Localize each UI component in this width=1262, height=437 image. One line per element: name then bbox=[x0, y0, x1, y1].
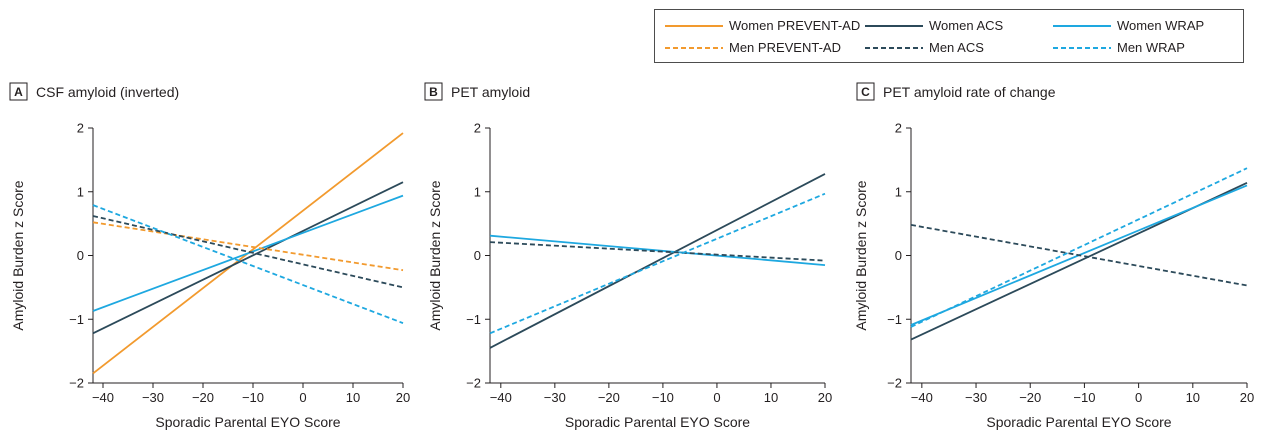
y-tick-label: 0 bbox=[895, 248, 902, 263]
legend-label: Men PREVENT-AD bbox=[729, 40, 841, 55]
x-tick-label: 10 bbox=[764, 390, 778, 405]
x-tick-label: −40 bbox=[911, 390, 933, 405]
legend-label: Women ACS bbox=[929, 18, 1004, 33]
x-tick-label: 20 bbox=[396, 390, 410, 405]
y-tick-label: −2 bbox=[69, 376, 84, 391]
panel-letter-box bbox=[856, 82, 875, 101]
x-tick-label: −10 bbox=[652, 390, 674, 405]
series-line-men-acs bbox=[92, 215, 404, 289]
legend-swatch bbox=[665, 47, 723, 49]
series-line-men-prevent-ad bbox=[92, 221, 404, 272]
x-tick-label: −30 bbox=[544, 390, 566, 405]
series-line-women-acs bbox=[92, 181, 404, 335]
x-tick-label: −20 bbox=[192, 390, 214, 405]
x-tick-label: 0 bbox=[299, 390, 306, 405]
y-tick-label: 1 bbox=[895, 184, 902, 199]
legend-swatch bbox=[1053, 25, 1111, 27]
y-tick-label: −2 bbox=[466, 376, 481, 391]
y-tick-label: −1 bbox=[887, 312, 902, 327]
panel-letter-box bbox=[424, 82, 443, 101]
x-tick-label: −30 bbox=[965, 390, 987, 405]
legend-swatch bbox=[865, 47, 923, 49]
y-tick-label: 0 bbox=[474, 248, 481, 263]
y-tick-label: −2 bbox=[887, 376, 902, 391]
series-line-men-wrap bbox=[910, 167, 1248, 328]
legend-swatch bbox=[665, 25, 723, 27]
y-axis-title: Amyloid Burden z Score bbox=[427, 180, 443, 330]
x-tick-label: −20 bbox=[598, 390, 620, 405]
y-tick-label: 2 bbox=[895, 121, 902, 136]
series-line-women-wrap bbox=[92, 194, 404, 312]
x-tick-label: 20 bbox=[1240, 390, 1254, 405]
y-tick-label: 1 bbox=[474, 184, 481, 199]
legend-label: Women WRAP bbox=[1117, 18, 1205, 33]
y-axis-title: Amyloid Burden z Score bbox=[10, 180, 26, 330]
panel-letter: B bbox=[429, 85, 438, 99]
legend-swatch bbox=[865, 25, 923, 27]
x-tick-label: 0 bbox=[713, 390, 720, 405]
x-tick-label: −40 bbox=[92, 390, 114, 405]
y-tick-label: 0 bbox=[77, 248, 84, 263]
series-line-women-wrap bbox=[489, 234, 826, 266]
chart-title: PET amyloid bbox=[451, 84, 530, 100]
x-tick-label: 10 bbox=[346, 390, 360, 405]
x-axis-title: Sporadic Parental EYO Score bbox=[155, 414, 340, 430]
panel-letter: C bbox=[861, 85, 870, 99]
legend-label: Women PREVENT-AD bbox=[729, 18, 861, 33]
x-axis-title: Sporadic Parental EYO Score bbox=[986, 414, 1171, 430]
y-tick-label: −1 bbox=[466, 312, 481, 327]
legend: Women PREVENT-AD Women ACS Women WRAP Me… bbox=[654, 9, 1244, 63]
x-axis-title: Sporadic Parental EYO Score bbox=[565, 414, 750, 430]
x-tick-label: −10 bbox=[1073, 390, 1095, 405]
x-tick-label: −40 bbox=[490, 390, 512, 405]
x-tick-label: −10 bbox=[242, 390, 264, 405]
legend-swatch bbox=[1053, 47, 1111, 49]
series-line-men-acs bbox=[489, 241, 826, 262]
y-tick-label: 2 bbox=[474, 121, 481, 136]
legend-label: Men WRAP bbox=[1117, 40, 1185, 55]
panel-letter: A bbox=[14, 85, 23, 99]
y-axis-title: Amyloid Burden z Score bbox=[853, 180, 869, 330]
y-tick-label: 2 bbox=[77, 121, 84, 136]
series-line-men-wrap bbox=[92, 204, 404, 324]
series-line-women-acs bbox=[489, 173, 826, 349]
series-line-men-wrap bbox=[489, 192, 826, 335]
series-line-men-acs bbox=[910, 224, 1248, 287]
x-tick-label: 10 bbox=[1186, 390, 1200, 405]
x-tick-label: −20 bbox=[1019, 390, 1041, 405]
x-tick-label: −30 bbox=[142, 390, 164, 405]
chart-title: PET amyloid rate of change bbox=[883, 84, 1056, 100]
legend-label: Men ACS bbox=[929, 40, 984, 55]
x-tick-label: 0 bbox=[1135, 390, 1142, 405]
x-tick-label: 20 bbox=[818, 390, 832, 405]
y-tick-label: 1 bbox=[77, 184, 84, 199]
y-tick-label: −1 bbox=[69, 312, 84, 327]
panel-letter-box bbox=[9, 82, 28, 101]
chart-title: CSF amyloid (inverted) bbox=[36, 84, 179, 100]
